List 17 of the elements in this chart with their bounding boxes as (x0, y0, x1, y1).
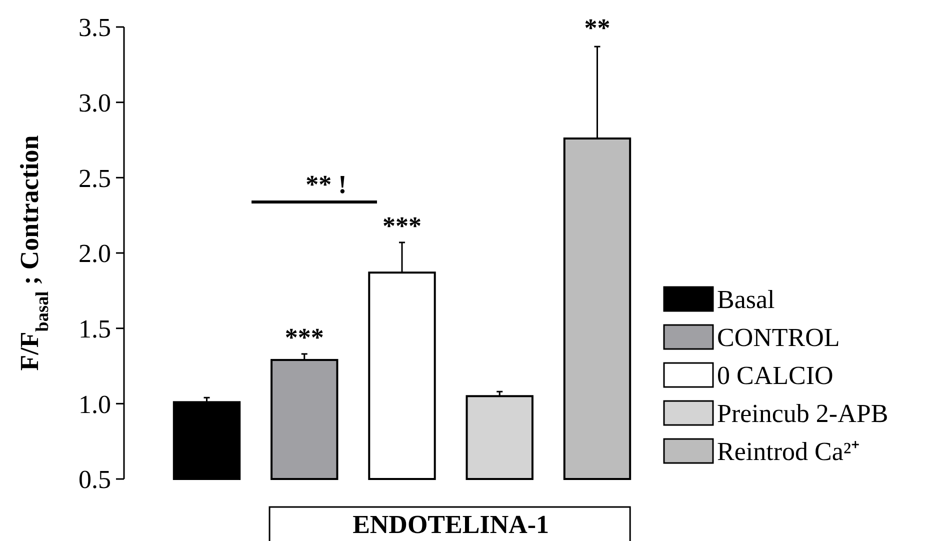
y-tick-label: 0.5 (78, 465, 111, 494)
y-tick-label: 3.5 (78, 13, 111, 42)
text: ENDOTELINA-1 (352, 510, 550, 539)
legend-label: CONTROL (717, 323, 840, 352)
annotation: *** (382, 211, 422, 240)
legend-label: 0 CALCIO (717, 361, 834, 390)
legend-label: Reintrod Ca²⁺ (717, 437, 860, 466)
annotation: *** (284, 322, 324, 352)
legend-label: Preincub 2-APB (717, 399, 888, 428)
annotation: ** ! (306, 170, 347, 199)
y-tick-label: 2.5 (78, 164, 111, 193)
legend-label: Basal (717, 285, 775, 314)
y-tick-label: 1.0 (78, 390, 111, 419)
y-tick-label: 1.5 (78, 314, 111, 344)
y-tick-label: 2.0 (78, 239, 111, 268)
y-tick-label: 3.0 (78, 88, 111, 118)
annotation: ** (584, 14, 610, 43)
